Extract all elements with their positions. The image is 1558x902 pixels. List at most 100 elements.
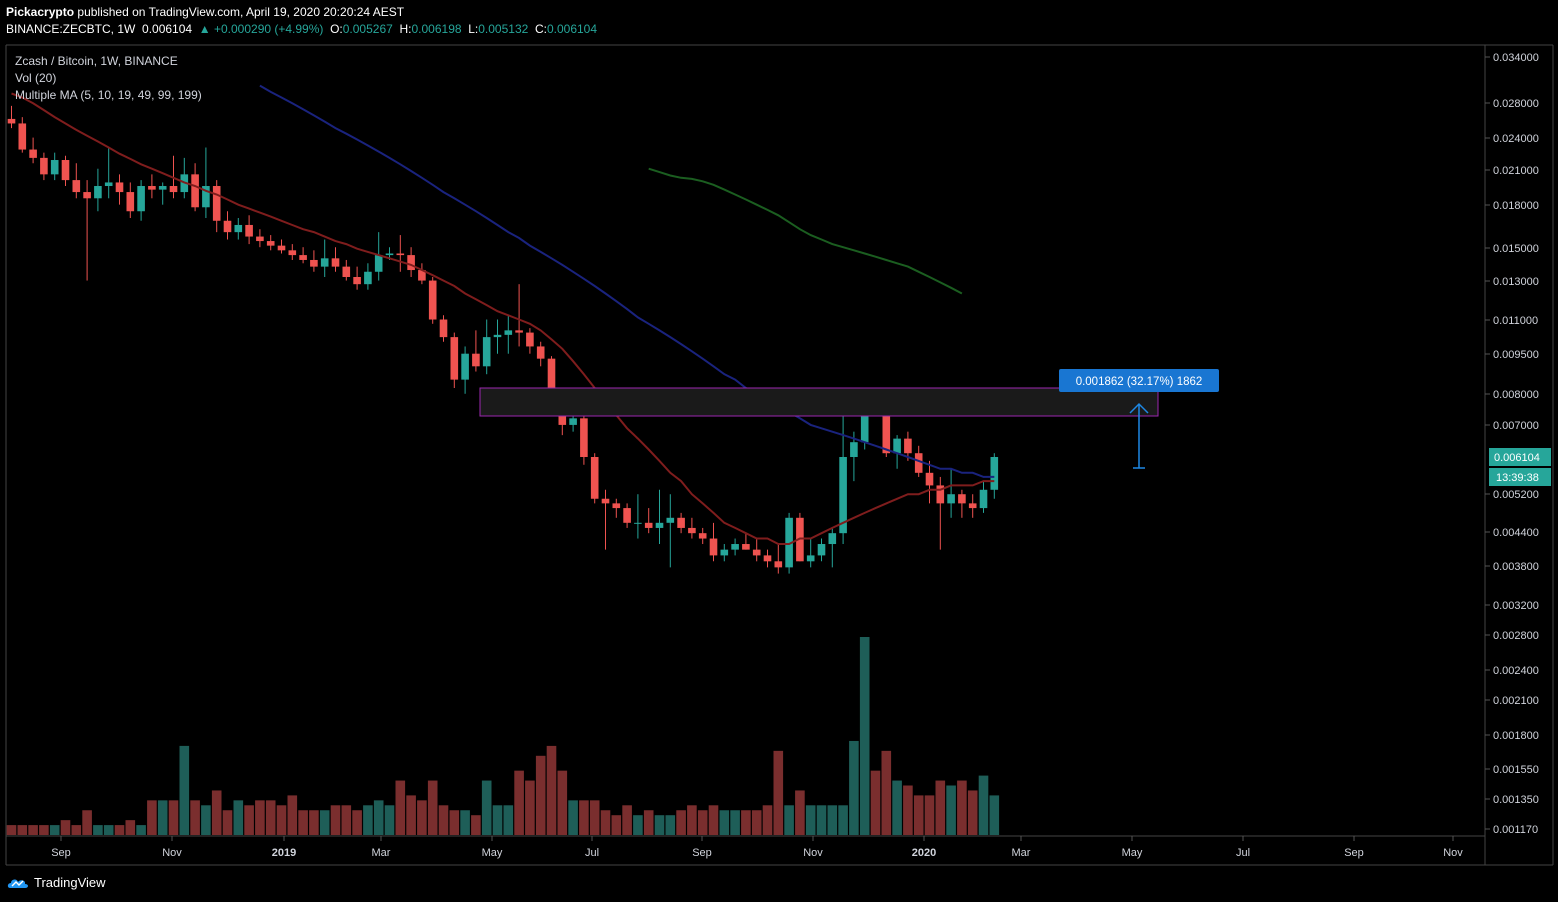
candle-body (698, 533, 707, 539)
volume-bar (719, 810, 730, 835)
volume-bar (309, 810, 319, 835)
publisher-name: Pickacrypto (6, 5, 75, 19)
candle-body (979, 489, 988, 509)
legend-vol[interactable]: Vol (20) (15, 71, 57, 85)
candle-body (364, 271, 372, 285)
candle-body (137, 186, 145, 212)
volume-bar (406, 795, 416, 835)
volume-bar (838, 805, 848, 835)
candle-body (407, 255, 415, 271)
volume-bar (600, 810, 611, 835)
candle-body (731, 544, 739, 550)
volume-bar (471, 815, 481, 835)
y-tick-label: 0.003200 (1493, 600, 1539, 612)
volume-bar (39, 825, 49, 835)
volume-bar (805, 805, 816, 835)
candle-body (666, 517, 675, 523)
candle-body (644, 522, 653, 528)
volume-bar (924, 795, 935, 835)
candle-body (774, 561, 783, 568)
tradingview-logo[interactable]: TradingView (6, 874, 106, 890)
x-tick-label: Jul (585, 847, 599, 859)
volume-bars (6, 637, 1000, 835)
volume-bar (147, 800, 157, 835)
volume-bar (492, 805, 503, 835)
candle-body (439, 319, 448, 338)
candle-body (612, 503, 621, 509)
y-tick-label: 0.001800 (1493, 730, 1539, 742)
candle-body (806, 555, 815, 562)
y-tick-label: 0.001550 (1493, 764, 1539, 776)
candle-body (126, 192, 135, 212)
brand-name: TradingView (34, 874, 106, 890)
ma-blue-line (259, 84, 995, 478)
legend-ma[interactable]: Multiple MA (5, 10, 19, 49, 99, 199) (15, 88, 202, 102)
x-tick-label: Mar (1012, 847, 1031, 859)
candle-body (925, 472, 934, 486)
candle-body (148, 186, 156, 190)
candle-body (752, 549, 761, 556)
y-tick-label: 0.024000 (1493, 133, 1539, 145)
volume-bar (417, 800, 427, 835)
candle-body (277, 245, 286, 251)
candle-body (385, 253, 394, 256)
candle-body (266, 241, 275, 246)
y-tick-label: 0.002800 (1493, 630, 1539, 642)
volume-bar (125, 820, 136, 835)
volume-bar (449, 810, 460, 835)
candle-body (785, 517, 793, 568)
candle-body (169, 186, 178, 193)
candle-body (990, 457, 999, 490)
y-tick-label: 0.001170 (1493, 824, 1538, 836)
candle-body (115, 182, 124, 193)
candle-body (839, 457, 847, 534)
candle-body (353, 276, 361, 285)
measure-tool[interactable]: 0.001862 (32.17%) 1862 (1059, 369, 1219, 469)
volume-bar (190, 800, 200, 835)
x-tick-label: Nov (803, 847, 823, 859)
volume-bar (157, 800, 168, 835)
volume-bar (676, 810, 686, 835)
candle-body (396, 253, 405, 256)
candle-body (83, 192, 91, 199)
legend-title[interactable]: Zcash / Bitcoin, 1W, BINANCE (15, 54, 178, 68)
candle-body (331, 258, 340, 267)
volume-bar (201, 805, 211, 835)
y-tick-label: 0.003800 (1493, 561, 1539, 573)
resistance-zone[interactable] (479, 387, 1159, 417)
candle-body (547, 358, 556, 400)
candle-body (461, 353, 469, 380)
x-tick-label: Mar (372, 847, 391, 859)
candle-body (104, 182, 113, 187)
volume-bar (622, 805, 632, 835)
candle-body (72, 180, 81, 193)
volume-bar (913, 795, 924, 835)
y-tick-label: 0.021000 (1493, 165, 1539, 177)
volume-bar (643, 810, 654, 835)
ma-red-line (11, 92, 995, 545)
volume-bar (730, 810, 740, 835)
indicator-legend[interactable]: Zcash / Bitcoin, 1W, BINANCE Vol (20) Mu… (15, 53, 202, 104)
volume-bar (773, 750, 784, 835)
candle-body (958, 494, 966, 504)
y-tick-label: 0.013000 (1493, 276, 1539, 288)
x-tick-label: Sep (1344, 847, 1364, 859)
volume-bar (503, 805, 514, 835)
volume-bar (481, 780, 492, 835)
tradingview-cloud-icon (7, 879, 29, 888)
volume-bar (784, 805, 794, 835)
candle-body (763, 555, 772, 562)
candle-body (914, 453, 923, 473)
volume-bar (946, 785, 956, 835)
candle-body (158, 186, 167, 190)
candle-body (515, 330, 523, 333)
volume-bar (762, 805, 773, 835)
volume-bar (935, 780, 946, 835)
candle-body (504, 330, 513, 335)
volume-bar (546, 745, 557, 835)
volume-bar (233, 800, 244, 835)
y-tick-label: 0.015000 (1493, 243, 1539, 255)
x-tick-label: May (482, 847, 503, 859)
candle-body (655, 522, 664, 528)
